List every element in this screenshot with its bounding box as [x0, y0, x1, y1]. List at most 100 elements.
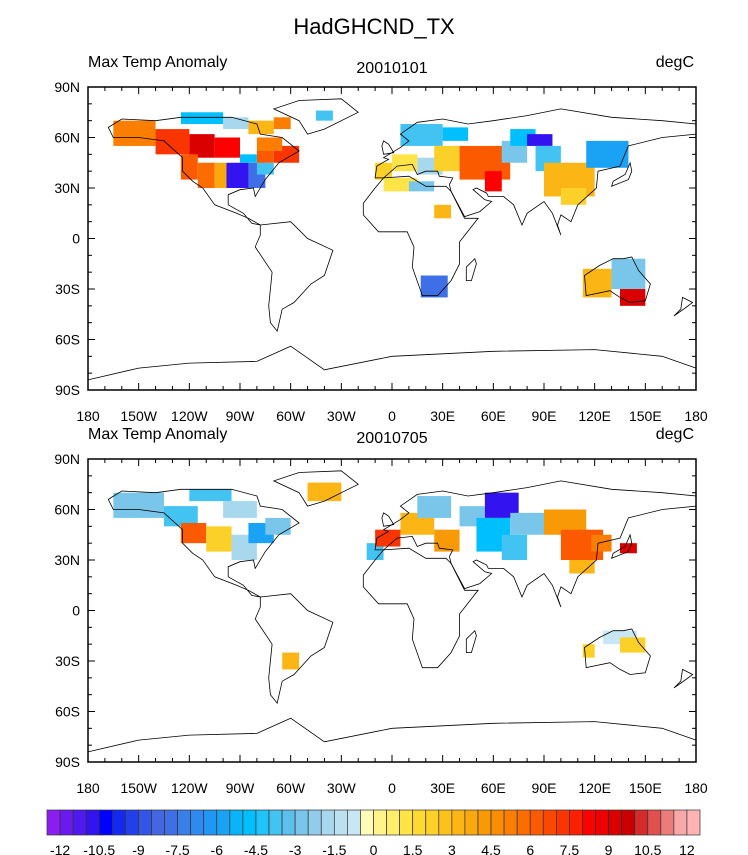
coastline-greenland: [272, 98, 359, 135]
y-tick-label: 30N: [54, 180, 80, 196]
colorbar-box: [373, 809, 387, 836]
colorbar-box: [255, 809, 270, 836]
coastline-greenland: [272, 470, 359, 507]
colorbar-box: [98, 809, 113, 836]
anomaly-cell: [569, 560, 595, 574]
y-tick-label: 60S: [55, 332, 80, 348]
colorbar-box: [425, 809, 440, 836]
coastline-new-zealand: [673, 668, 694, 689]
y-tick-label: 60S: [55, 704, 80, 720]
anomaly-cell: [611, 258, 646, 289]
x-tick-label: 60E: [481, 408, 506, 424]
coastline-south-america: [254, 593, 334, 704]
anomaly-cell: [620, 543, 637, 554]
anomaly-cell: [223, 501, 257, 518]
x-tick-label: 90E: [532, 780, 557, 796]
anomaly-cell: [582, 644, 595, 658]
colorbar-box: [138, 809, 152, 836]
y-tick-label: 30S: [55, 653, 80, 669]
panel1-date: 20010101: [356, 60, 428, 77]
colorbar-box: [595, 809, 609, 836]
x-tick-label: 150W: [120, 408, 157, 424]
anomaly-cell: [273, 117, 291, 130]
colorbar-label: 1.5: [403, 842, 423, 855]
anomaly-cell: [420, 275, 448, 298]
coastline-antarctica: [87, 345, 697, 381]
colorbar-box: [59, 809, 74, 836]
colorbar-box: [477, 809, 492, 836]
anomaly-cell: [400, 124, 443, 146]
anomaly-cell: [256, 162, 274, 175]
y-tick-label: 30N: [54, 552, 80, 568]
anomaly-cell: [510, 512, 544, 535]
colorbar-label: 12: [679, 842, 695, 855]
colorbar-box: [190, 809, 205, 836]
anomaly-cell: [189, 134, 215, 158]
colorbar-box: [621, 809, 636, 836]
colorbar-box: [46, 809, 61, 836]
anomaly-cell: [180, 112, 224, 125]
anomaly-cell: [256, 137, 283, 151]
x-tick-label: 60W: [276, 780, 306, 796]
anomaly-cell: [180, 154, 198, 180]
colorbar-box: [673, 809, 688, 836]
x-tick-label: 150W: [120, 780, 157, 796]
coastline-eurasia: [374, 480, 697, 608]
colorbar-box: [542, 809, 557, 836]
colorbar-box: [582, 809, 596, 836]
anomaly-cell: [180, 522, 207, 544]
colorbar-box: [72, 809, 87, 836]
anomaly-cell: [560, 188, 587, 205]
coastline-africa: [362, 547, 479, 669]
x-tick-label: 120W: [171, 780, 208, 796]
x-tick-label: 90W: [226, 780, 256, 796]
colorbar-label: 7.5: [560, 842, 580, 855]
anomaly-cell: [189, 489, 232, 502]
x-tick-label: 30W: [327, 780, 357, 796]
panel1-left-string: Max Temp Anomaly: [88, 54, 228, 71]
colorbar-label: 10.5: [634, 842, 661, 855]
y-tick-label: 90N: [54, 451, 80, 467]
colorbar-label: -9: [132, 842, 145, 855]
anomaly-cell: [375, 162, 392, 180]
colorbar-label: -12: [50, 842, 70, 855]
anomaly-cell: [316, 110, 333, 121]
anomaly-cell: [586, 140, 629, 168]
anomaly-cell: [501, 140, 528, 163]
anomaly-cell: [501, 534, 528, 560]
anomaly-cell: [248, 120, 274, 135]
x-tick-label: 120W: [171, 408, 208, 424]
y-tick-label: 0: [72, 231, 80, 247]
colorbar-label: -10.5: [83, 842, 115, 855]
y-tick-label: 0: [72, 603, 80, 619]
anomaly-cell: [484, 171, 502, 192]
colorbar-box: [164, 809, 178, 836]
anomaly-cell: [620, 289, 646, 306]
x-tick-label: 180: [76, 780, 100, 796]
x-tick-label: 30W: [327, 408, 357, 424]
coastline-uk: [381, 140, 395, 155]
colorbar-box: [242, 809, 257, 836]
coastline-australia: [584, 256, 651, 303]
x-tick-label: 60W: [276, 408, 306, 424]
map-panel-2: 180 150W 120W 90W 60W 30W 0 30E 60E 90E 120E 150E 18…: [54, 451, 708, 796]
colorbar-box: [360, 809, 374, 836]
panel2-units: degC: [655, 426, 694, 443]
panel2-left-string: Max Temp Anomaly: [88, 426, 228, 443]
anomaly-cell: [113, 492, 164, 518]
x-tick-label: 90W: [226, 408, 256, 424]
panel2-date: 20010705: [356, 430, 428, 447]
y-tick-label: 60N: [54, 502, 80, 518]
coastline-north-america: [107, 116, 300, 226]
colorbar-box: [438, 809, 453, 836]
anomaly-cell: [240, 154, 257, 163]
x-tick-label: 150E: [629, 780, 662, 796]
colorbar-box: [203, 809, 218, 836]
x-tick-label: 0: [388, 408, 396, 424]
colorbar-box: [555, 809, 570, 836]
colorbar-box: [281, 809, 296, 836]
colorbar-box: [111, 809, 126, 836]
coastline-japan: [610, 161, 633, 187]
colorbar-box: [608, 809, 622, 836]
anomaly-cell: [113, 120, 156, 146]
